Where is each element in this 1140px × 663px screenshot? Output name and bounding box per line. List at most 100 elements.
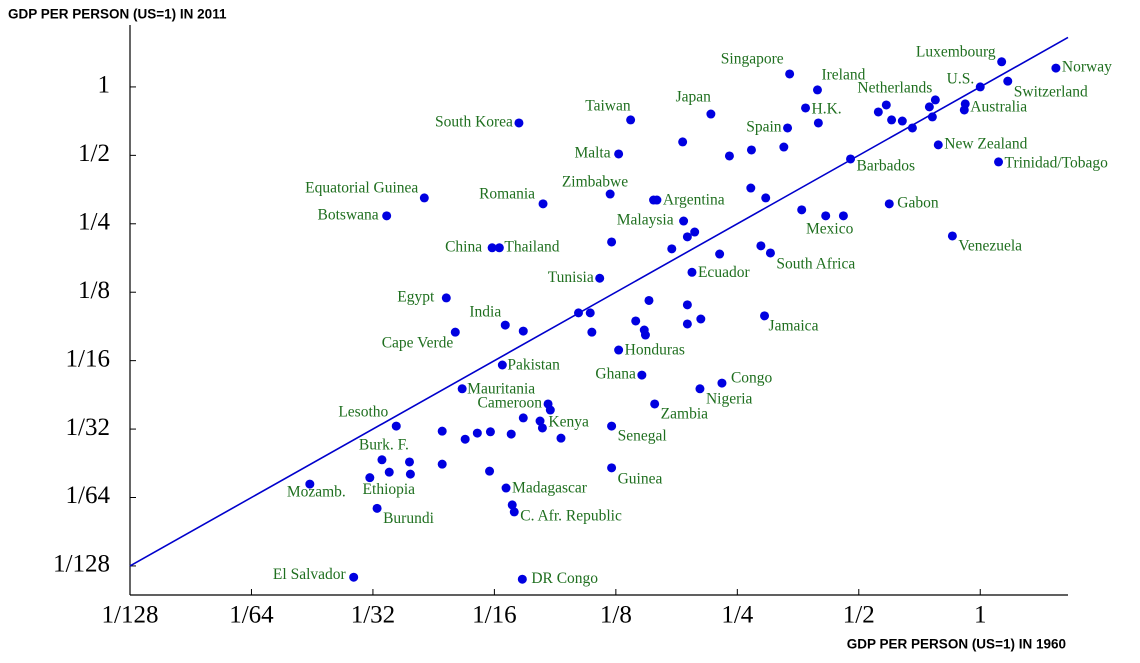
point — [305, 479, 315, 489]
point — [507, 500, 517, 510]
point — [897, 116, 907, 126]
point-label: Cameroon — [477, 395, 542, 412]
y-axis-title: GDP PER PERSON (US=1) IN 2011 — [8, 7, 227, 22]
point-label: Switzerland — [1014, 84, 1088, 101]
point — [595, 273, 605, 283]
point-label: India — [469, 304, 501, 321]
point — [960, 99, 970, 109]
point-label: Congo — [731, 370, 773, 387]
point — [614, 149, 624, 159]
y-tick-label: 1 — [98, 72, 111, 99]
point — [933, 140, 943, 150]
point — [682, 319, 692, 329]
point-label: Burundi — [383, 510, 435, 527]
point-label: Netherlands — [857, 80, 932, 97]
point — [887, 115, 897, 125]
point — [717, 378, 727, 388]
point — [637, 370, 647, 380]
point — [626, 115, 636, 125]
point — [649, 195, 659, 205]
point — [585, 308, 595, 318]
point — [535, 416, 545, 426]
point — [779, 142, 789, 152]
point — [556, 433, 566, 443]
point-label: Burk. F. — [359, 436, 409, 453]
point — [500, 320, 510, 330]
point-label: Malta — [574, 145, 610, 162]
point-label: Guinea — [618, 470, 663, 487]
point — [927, 112, 937, 122]
point — [517, 574, 527, 584]
point — [631, 316, 641, 326]
point — [501, 483, 511, 493]
point-label: Spain — [746, 119, 782, 136]
point — [997, 57, 1007, 67]
point — [797, 205, 807, 215]
point — [760, 311, 770, 321]
point-label: Norway — [1062, 59, 1112, 76]
point — [907, 123, 917, 133]
point — [746, 183, 756, 193]
point — [1003, 76, 1013, 86]
point — [607, 463, 617, 473]
point-label: Pakistan — [507, 357, 560, 374]
y-tick-label: 1/8 — [78, 277, 110, 304]
point-label: China — [445, 238, 482, 255]
point — [873, 107, 883, 117]
point — [573, 308, 583, 318]
point — [838, 211, 848, 221]
point — [640, 330, 650, 340]
point — [514, 118, 524, 128]
point-label: Zimbabwe — [562, 174, 628, 191]
point — [696, 314, 706, 324]
x-tick-label: 1/128 — [102, 602, 159, 629]
point — [706, 109, 716, 119]
point — [518, 413, 528, 423]
point — [695, 384, 705, 394]
point — [667, 244, 677, 254]
point-label: Singapore — [721, 51, 784, 68]
y-tick-label: 1/4 — [78, 209, 110, 236]
x-tick-label: 1 — [974, 602, 987, 629]
point — [460, 434, 470, 444]
point-label: Japan — [676, 89, 712, 106]
point — [457, 384, 467, 394]
point-label: Ecuador — [698, 264, 750, 281]
point-label: Thailand — [504, 238, 559, 255]
point — [801, 103, 811, 113]
point-label: Egypt — [397, 288, 435, 305]
point — [587, 327, 597, 337]
point — [690, 227, 700, 237]
point-label: Australia — [970, 99, 1027, 116]
point — [930, 95, 940, 105]
point — [404, 457, 414, 467]
point-label: Mexico — [806, 220, 854, 237]
x-tick-label: 1/32 — [351, 602, 395, 629]
point-label: South Korea — [435, 114, 513, 131]
point — [472, 428, 482, 438]
point-label: Mozamb. — [287, 484, 346, 501]
y-tick-label: 1/16 — [66, 345, 110, 372]
point — [682, 232, 692, 242]
point-label: C. Afr. Republic — [520, 507, 622, 524]
point — [846, 154, 856, 164]
point — [441, 293, 451, 303]
point — [365, 473, 375, 483]
point-label: Argentina — [663, 192, 725, 209]
x-tick-label: 1/4 — [721, 602, 753, 629]
point — [538, 199, 548, 209]
point-label: Romania — [479, 185, 535, 202]
point-label: Venezuela — [958, 238, 1022, 255]
point — [975, 82, 985, 92]
point — [682, 300, 692, 310]
point — [994, 157, 1004, 167]
point — [813, 118, 823, 128]
point — [485, 427, 495, 437]
point — [650, 399, 660, 409]
point-label: Honduras — [625, 342, 685, 359]
point-label: Lesotho — [338, 404, 388, 421]
point — [765, 248, 775, 258]
point-label: South Africa — [776, 256, 855, 273]
